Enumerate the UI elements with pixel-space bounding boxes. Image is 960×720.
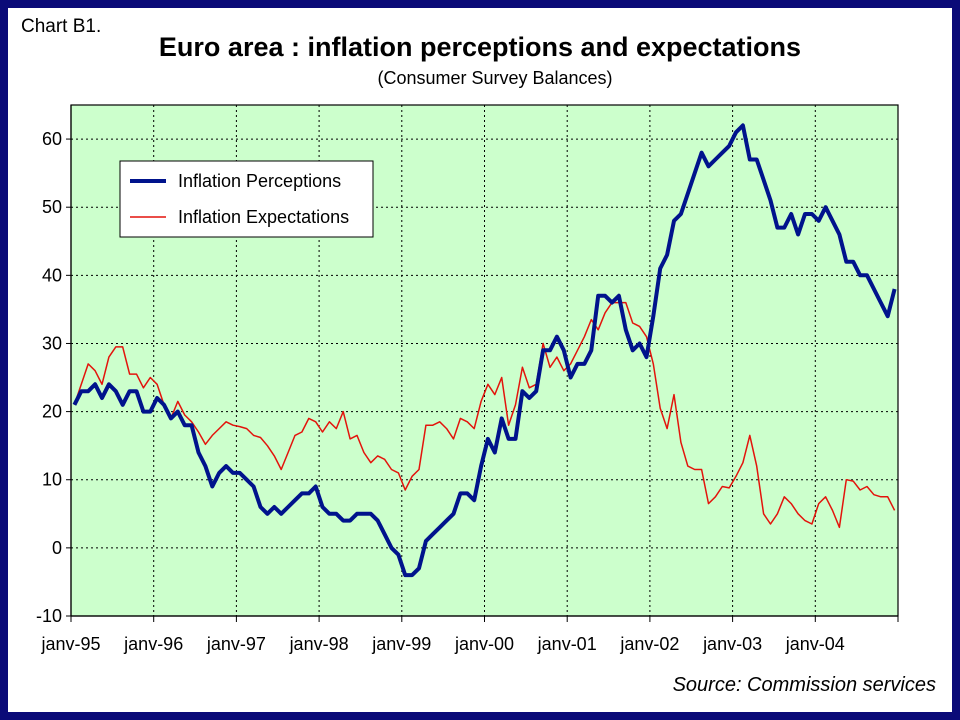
y-tick-label: -10 <box>36 606 62 626</box>
y-tick-label: 60 <box>42 129 62 149</box>
x-tick-label: janv-97 <box>206 634 266 654</box>
y-tick-label: 30 <box>42 333 62 353</box>
x-tick-label: janv-99 <box>371 634 431 654</box>
legend-label-perceptions: Inflation Perceptions <box>178 171 341 191</box>
x-tick-label: janv-98 <box>289 634 349 654</box>
x-tick-label: janv-95 <box>40 634 100 654</box>
y-tick-label: 50 <box>42 197 62 217</box>
x-tick-label: janv-03 <box>702 634 762 654</box>
source-note: Source: Commission services <box>672 674 936 696</box>
chart-title: Euro area : inflation perceptions and ex… <box>158 32 802 62</box>
legend-box <box>119 160 374 238</box>
x-tick-label: janv-02 <box>619 634 679 654</box>
chart-subtitle: (Consumer Survey Balances) <box>377 68 613 88</box>
series-lines <box>72 123 897 578</box>
legend-label-expectations: Inflation Expectations <box>178 207 349 227</box>
chart-number-label: Chart B1. <box>21 16 102 37</box>
x-tick-label: janv-96 <box>123 634 183 654</box>
x-tick-label: janv-00 <box>454 634 514 654</box>
chart-panel: -10 0 10 20 30 40 50 60 janv-95 janv-96 janv-97 jan… <box>8 8 952 712</box>
x-tick-label: janv-01 <box>537 634 597 654</box>
y-tick-label: 40 <box>42 265 62 285</box>
chart-canvas: -10 0 10 20 30 40 50 60 janv-95 janv-96 janv-97 jan… <box>36 104 899 654</box>
x-tick-label: janv-04 <box>785 634 845 654</box>
axes: -10 0 10 20 30 40 50 60 janv-95 janv-96 janv-97 jan… <box>36 105 899 654</box>
series-line-expectations <box>73 301 896 529</box>
y-tick-label: 20 <box>42 402 62 422</box>
y-tick-label: 10 <box>42 470 62 490</box>
legend: Inflation Perceptions Inflation Expectati… <box>119 160 374 238</box>
y-tick-label: 0 <box>52 538 62 558</box>
series-line-perceptions <box>72 123 897 578</box>
